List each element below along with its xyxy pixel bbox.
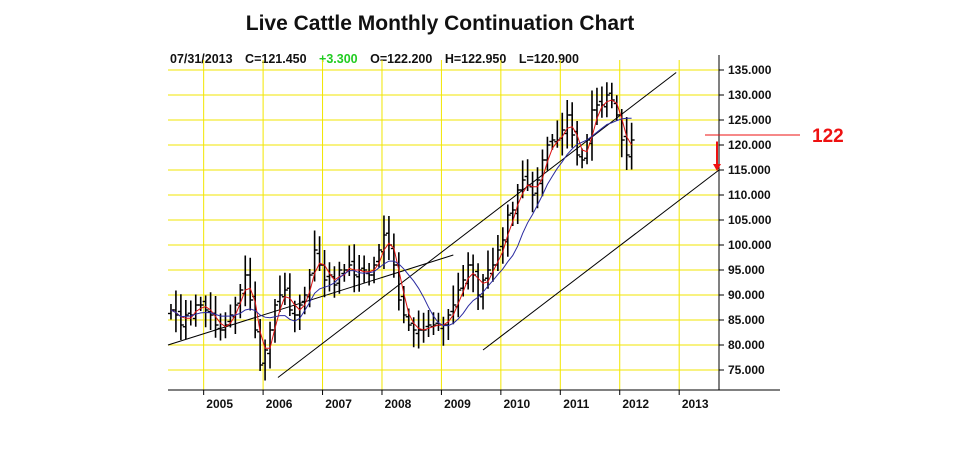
channel-line: [482, 169, 720, 351]
quote-date: 07/31/2013: [170, 52, 233, 66]
y-tick-label: 125.000: [728, 113, 772, 127]
axes: 75.000 80.000 85.000 90.000 95.000 100.000 105…: [168, 55, 780, 411]
y-tick-label: 110.000: [728, 188, 771, 202]
x-tick-label: 2006: [266, 397, 293, 411]
x-tick-label: 2013: [682, 397, 709, 411]
y-tick-label: 120.000: [728, 138, 772, 152]
target-arrowhead: [713, 164, 721, 171]
quote-low: L=120.900: [518, 52, 579, 66]
quote-open: O=122.200: [370, 52, 433, 66]
chart-title: Live Cattle Monthly Continuation Chart: [245, 12, 635, 35]
y-tick-label: 135.000: [728, 63, 772, 77]
moving-average-line: [170, 99, 633, 349]
quote-high: H=122.950: [444, 52, 507, 66]
x-tick-label: 2012: [622, 397, 649, 411]
x-tick-label: 2010: [504, 397, 531, 411]
moving-average-line: [170, 117, 632, 327]
y-tick-label: 90.000: [728, 288, 765, 302]
y-tick-label: 85.000: [728, 313, 765, 327]
y-tick-label: 95.000: [728, 263, 765, 277]
y-tick-label: 130.000: [728, 88, 772, 102]
annotations: 122: [705, 126, 844, 171]
price-bars: [167, 82, 635, 381]
y-tick-label: 80.000: [728, 338, 765, 352]
x-tick-label: 2007: [325, 397, 352, 411]
quote-close: C=121.450: [245, 52, 307, 66]
x-tick-label: 2011: [563, 397, 589, 411]
x-tick-label: 2008: [385, 397, 412, 411]
target-label: 122: [812, 126, 844, 147]
x-tick-label: 2009: [444, 397, 471, 411]
y-tick-label: 75.000: [728, 363, 765, 377]
y-tick-label: 100.000: [728, 238, 772, 252]
x-tick-label: 2005: [206, 397, 233, 411]
y-tick-label: 115.000: [728, 163, 771, 177]
quote-bar: 07/31/2013 C=121.450 +3.300 O=122.200 H=…: [170, 52, 588, 66]
y-tick-label: 105.000: [728, 213, 772, 227]
quote-change: +3.300: [319, 52, 358, 66]
moving-averages: [170, 99, 633, 349]
